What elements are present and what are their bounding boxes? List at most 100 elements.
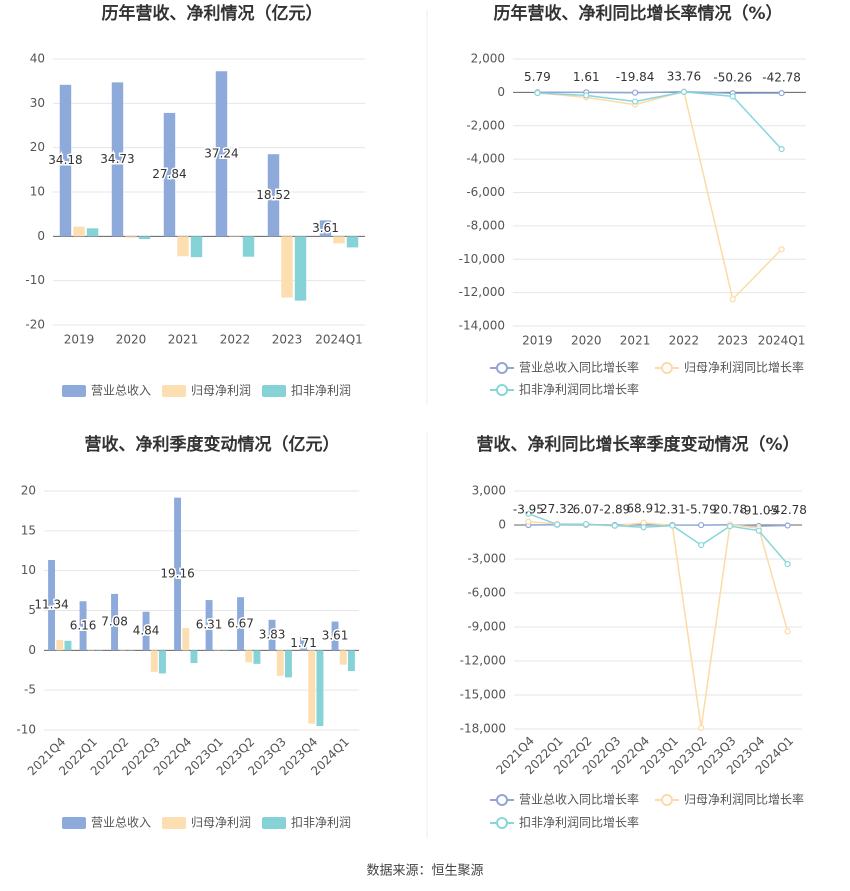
data-label: 6.31 xyxy=(196,618,223,632)
bar xyxy=(245,650,253,663)
data-label: 27.32 xyxy=(540,502,574,516)
legend-swatch xyxy=(62,385,86,397)
y-tick-label: 40 xyxy=(30,52,45,66)
y-tick-label: -12,000 xyxy=(459,285,505,299)
point xyxy=(640,524,647,531)
bar xyxy=(190,236,203,258)
y-tick-label: 30 xyxy=(30,96,45,110)
bar xyxy=(79,601,87,651)
data-label: 34.18 xyxy=(48,153,82,167)
data-label: 6.16 xyxy=(70,618,97,632)
y-tick-label: -3,000 xyxy=(467,552,506,566)
point xyxy=(698,724,705,731)
y-tick-label: -10 xyxy=(16,723,36,737)
line xyxy=(537,91,783,150)
y-tick-label: 20 xyxy=(30,140,45,154)
data-label: -2.89 xyxy=(599,503,630,517)
chart-title: 历年营收、净利情况（亿元） xyxy=(102,3,323,24)
bar xyxy=(347,650,355,672)
bar xyxy=(182,628,190,651)
y-tick-label: 3,000 xyxy=(472,484,506,498)
data-label: 27.84 xyxy=(152,167,186,181)
y-tick-label: -10,000 xyxy=(459,252,505,266)
data-label: 6.67 xyxy=(227,616,254,630)
y-tick-label: -8,000 xyxy=(466,218,505,232)
x-tick-label: 2024Q1 xyxy=(758,334,806,348)
x-tick-label: 2021 xyxy=(620,334,651,348)
bar xyxy=(281,236,293,298)
bar xyxy=(138,236,151,239)
data-label: 3.61 xyxy=(312,221,339,235)
y-tick-label: 10 xyxy=(21,563,36,577)
legend-marker xyxy=(496,817,508,829)
legend-label: 营业总收入同比增长率 xyxy=(519,792,639,807)
x-tick-label: 2024Q1 xyxy=(315,333,363,347)
bar xyxy=(346,236,359,248)
point xyxy=(669,522,676,529)
bar xyxy=(242,236,255,257)
bar xyxy=(190,650,198,664)
y-tick-label: 10 xyxy=(30,185,45,199)
data-label: 34.73 xyxy=(100,152,134,166)
bar xyxy=(215,71,228,237)
y-tick-label: 0 xyxy=(28,643,36,657)
legend-swatch xyxy=(162,817,186,829)
data-label: 11.34 xyxy=(34,598,68,612)
data-label: 20.78 xyxy=(713,502,747,516)
bar xyxy=(48,559,56,651)
bar xyxy=(163,112,176,237)
x-tick-label: 2023 xyxy=(717,334,748,348)
bar xyxy=(300,636,308,651)
bar xyxy=(253,650,261,664)
line xyxy=(528,520,789,728)
data-label: 2.31 xyxy=(659,502,686,516)
x-tick-label: 2022 xyxy=(220,333,251,347)
y-tick-label: -15,000 xyxy=(460,688,506,702)
data-label: 3.61 xyxy=(322,628,349,642)
y-tick-label: -9,000 xyxy=(467,620,506,634)
bar xyxy=(59,84,72,237)
legend-swatch xyxy=(62,817,86,829)
point xyxy=(680,88,688,95)
x-tick-label: 2021 xyxy=(168,333,199,347)
legend-label: 扣非净利润同比增长率 xyxy=(519,815,639,830)
bar xyxy=(319,220,332,237)
y-tick-label: -4,000 xyxy=(466,152,505,166)
legend-label: 营业总收入 xyxy=(91,384,151,398)
bar xyxy=(86,228,99,237)
data-label: 4.84 xyxy=(133,624,160,638)
bar xyxy=(73,226,85,237)
legend-marker xyxy=(496,362,508,374)
legend-label: 归母净利润 xyxy=(191,384,251,398)
y-tick-label: -5 xyxy=(24,683,36,697)
legend-label: 归母净利润 xyxy=(191,816,251,830)
point xyxy=(525,510,532,517)
legend-label: 营业总收入同比增长率 xyxy=(519,360,639,375)
point xyxy=(778,246,785,253)
chart-title: 历年营收、净利同比增长率情况（%） xyxy=(493,3,782,24)
legend-swatch xyxy=(162,385,186,397)
point xyxy=(729,296,736,303)
bar xyxy=(142,611,150,651)
legend-label: 扣非净利润同比增长率 xyxy=(519,382,639,397)
data-label: 68.91 xyxy=(626,502,660,516)
bar xyxy=(294,236,307,301)
bar xyxy=(205,600,213,651)
y-tick-label: 15 xyxy=(21,523,36,537)
legend-label: 营业总收入 xyxy=(91,816,151,830)
point xyxy=(778,89,785,97)
point xyxy=(784,628,791,635)
y-tick-label: 5 xyxy=(28,603,36,617)
bar xyxy=(111,593,119,651)
line xyxy=(537,91,782,94)
bar xyxy=(56,639,64,651)
data-label: 18.52 xyxy=(256,188,290,202)
data-label: 6.07 xyxy=(573,502,600,516)
line xyxy=(537,90,783,301)
point xyxy=(698,541,705,549)
data-label: -50.26 xyxy=(713,71,752,85)
bar xyxy=(111,82,124,237)
point xyxy=(554,521,561,528)
bar xyxy=(267,154,280,237)
point xyxy=(755,527,762,534)
